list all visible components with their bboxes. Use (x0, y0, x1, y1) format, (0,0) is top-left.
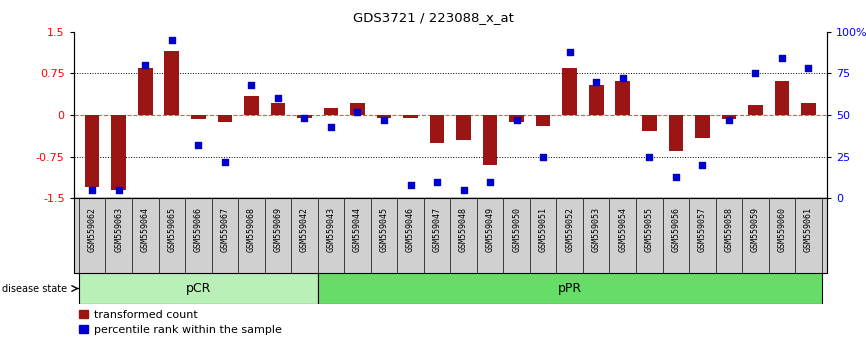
Bar (562, 68, 577, 115)
Bar (165, 51, 179, 115)
Bar (350, 103, 365, 115)
Bar (669, 115, 683, 151)
Bar (695, 115, 709, 138)
Bar (112, 115, 126, 190)
Text: pPR: pPR (558, 282, 582, 295)
Point (218, 159, 232, 165)
Bar (589, 85, 604, 115)
Bar (642, 115, 656, 131)
Bar (270, 103, 285, 115)
Text: GSM559048: GSM559048 (459, 207, 469, 252)
Text: GSM559069: GSM559069 (274, 207, 282, 252)
Text: pCR: pCR (185, 282, 211, 295)
Text: GSM559065: GSM559065 (167, 207, 177, 252)
Text: GSM559064: GSM559064 (141, 207, 150, 252)
Text: GSM559062: GSM559062 (87, 207, 97, 252)
Point (722, 117, 736, 123)
Bar (191, 115, 205, 119)
Bar (318, 273, 822, 304)
Bar (217, 115, 232, 122)
Point (324, 124, 338, 130)
Text: GDS3721 / 223088_x_at: GDS3721 / 223088_x_at (352, 11, 514, 24)
Point (271, 96, 285, 101)
Bar (456, 115, 471, 140)
Point (165, 37, 178, 43)
Point (377, 117, 391, 123)
Text: GSM559055: GSM559055 (645, 207, 654, 252)
Point (351, 109, 365, 115)
Text: GSM559061: GSM559061 (804, 207, 813, 252)
Text: GSM559045: GSM559045 (379, 207, 389, 252)
Bar (616, 81, 630, 115)
Point (563, 49, 577, 55)
Text: GSM559068: GSM559068 (247, 207, 255, 252)
Text: GSM559054: GSM559054 (618, 207, 627, 252)
Bar (377, 115, 391, 118)
Text: GSM559044: GSM559044 (353, 207, 362, 252)
Text: GSM559047: GSM559047 (432, 207, 442, 252)
Point (298, 115, 312, 121)
Point (536, 154, 550, 159)
Text: GSM559043: GSM559043 (326, 207, 335, 252)
Bar (748, 105, 763, 115)
Text: GSM559049: GSM559049 (486, 207, 494, 252)
Legend: transformed count, percentile rank within the sample: transformed count, percentile rank withi… (79, 310, 281, 335)
Point (191, 142, 205, 148)
Bar (430, 115, 444, 143)
Point (456, 187, 470, 193)
Point (748, 71, 762, 76)
Text: GSM559042: GSM559042 (300, 207, 309, 252)
Point (616, 76, 630, 81)
Text: GSM559052: GSM559052 (565, 207, 574, 252)
Text: GSM559057: GSM559057 (698, 207, 707, 252)
Bar (509, 115, 524, 122)
Point (643, 154, 656, 159)
Point (404, 182, 417, 188)
Bar (79, 273, 318, 304)
Text: GSM559058: GSM559058 (724, 207, 734, 252)
Text: GSM559051: GSM559051 (539, 207, 547, 252)
Bar (721, 115, 736, 120)
Text: GSM559046: GSM559046 (406, 207, 415, 252)
Point (589, 79, 603, 85)
Point (139, 62, 152, 68)
Text: GSM559050: GSM559050 (512, 207, 521, 252)
Bar (774, 81, 789, 115)
Bar (801, 103, 816, 115)
Point (244, 82, 258, 88)
Point (483, 179, 497, 184)
Text: GSM559066: GSM559066 (194, 207, 203, 252)
Bar (404, 115, 417, 118)
Bar (483, 115, 497, 165)
Text: GSM559060: GSM559060 (778, 207, 786, 252)
Point (112, 187, 126, 193)
Point (775, 56, 789, 61)
Point (85, 187, 99, 193)
Point (802, 65, 816, 71)
Text: GSM559067: GSM559067 (220, 207, 229, 252)
Bar (536, 115, 551, 126)
Bar (324, 108, 339, 115)
Text: disease state: disease state (2, 284, 67, 293)
Point (430, 179, 444, 184)
Text: GSM559059: GSM559059 (751, 207, 759, 252)
Point (510, 117, 524, 123)
Text: GSM559063: GSM559063 (114, 207, 123, 252)
Point (695, 162, 709, 168)
Bar (297, 115, 312, 118)
Text: GSM559053: GSM559053 (591, 207, 601, 252)
Bar (85, 115, 100, 187)
Bar (138, 68, 152, 115)
Point (669, 174, 682, 179)
Bar (244, 96, 259, 115)
Text: GSM559056: GSM559056 (671, 207, 681, 252)
